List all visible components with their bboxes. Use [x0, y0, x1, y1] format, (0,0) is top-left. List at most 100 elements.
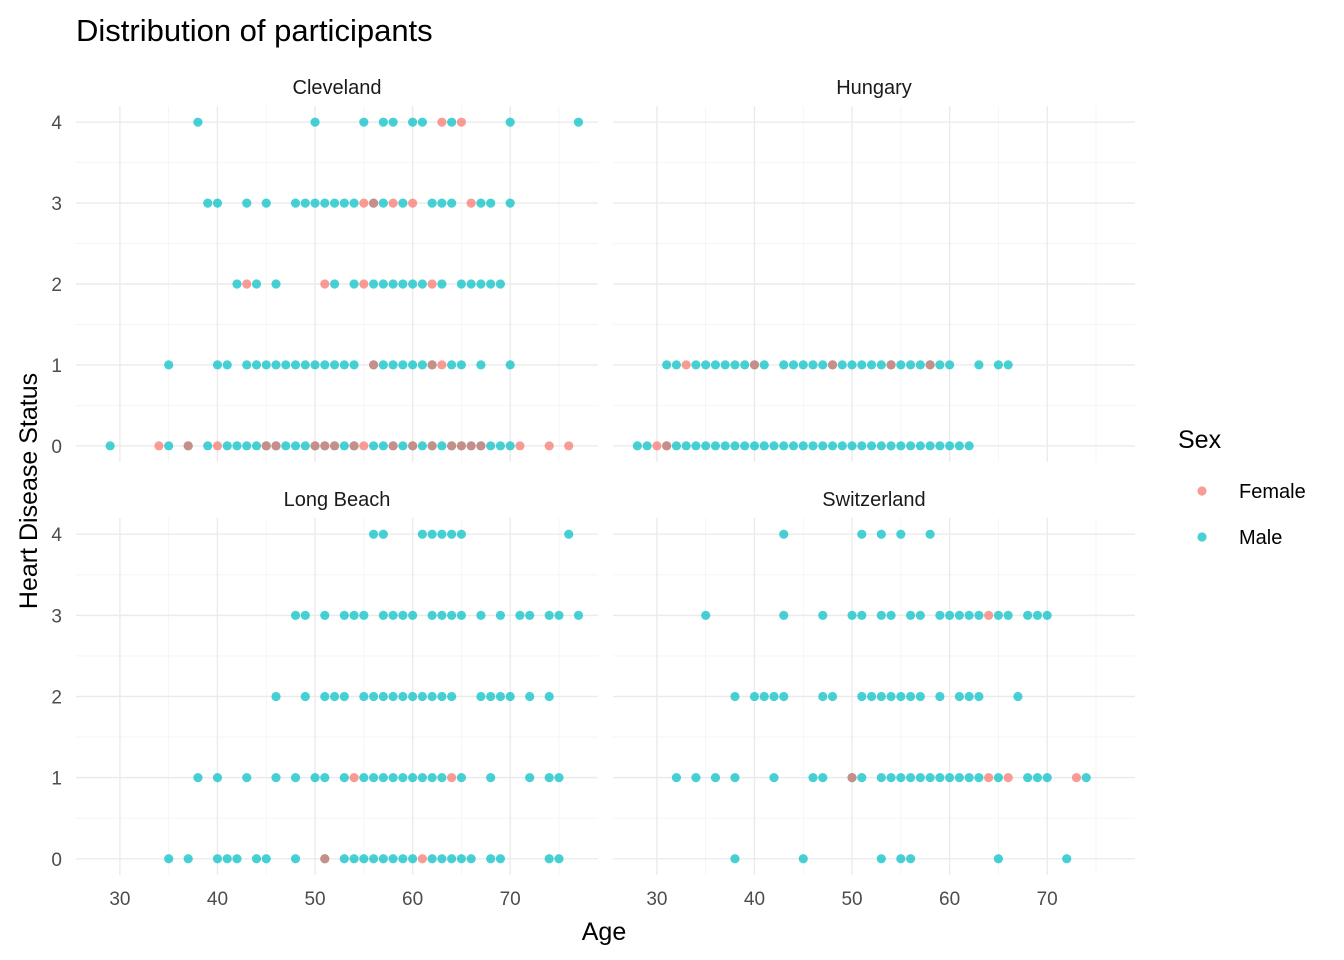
data-point-male [456, 610, 467, 620]
data-point-male [779, 529, 789, 539]
data-point-male [388, 610, 398, 620]
data-point-male [437, 279, 447, 289]
data-point-female [320, 854, 330, 864]
legend-key-female [1197, 486, 1207, 496]
data-point-male [310, 360, 320, 370]
data-point-male [232, 279, 242, 289]
data-point-male [935, 691, 945, 702]
data-point-male [954, 441, 964, 451]
data-point-female [427, 279, 437, 289]
data-point-male [857, 610, 867, 620]
panel-long-beach: Long Beach 0 1 2 3 4 30 40 50 60 70 [51, 489, 598, 910]
data-point-male [368, 854, 379, 864]
data-point-male [798, 854, 808, 864]
data-point-male [290, 441, 301, 451]
data-point-male [398, 198, 408, 208]
data-point-male [749, 441, 760, 451]
data-point-male [505, 691, 515, 702]
data-point-female [427, 441, 437, 451]
data-point-male [788, 441, 799, 451]
data-point-male [1042, 773, 1052, 783]
data-point-male [730, 360, 740, 370]
data-point-male [544, 773, 554, 783]
series-female-switzerland [847, 610, 1082, 783]
data-point-male [730, 441, 740, 451]
data-point-male [329, 279, 340, 289]
data-point-male [925, 441, 935, 451]
data-point-male [945, 360, 955, 370]
data-point-male [905, 854, 916, 864]
data-point-female [320, 279, 330, 289]
data-point-female [447, 441, 457, 451]
data-point-female [652, 441, 662, 451]
data-point-male [339, 773, 349, 783]
data-point-female [388, 198, 398, 208]
data-point-male [368, 441, 379, 451]
data-point-male [505, 441, 515, 451]
data-point-male [827, 441, 838, 451]
series-male-switzerland [671, 529, 1091, 864]
data-point-male [691, 360, 701, 370]
data-point-male [417, 279, 427, 289]
data-point-female [329, 441, 340, 451]
data-point-male [466, 854, 476, 864]
data-point-male [495, 279, 506, 289]
data-point-male [408, 610, 418, 620]
data-point-male [945, 441, 955, 451]
data-point-male [164, 360, 174, 370]
data-point-male [905, 691, 916, 702]
data-point-male [876, 610, 886, 620]
data-point-male [417, 441, 427, 451]
data-point-male [779, 610, 789, 620]
data-point-male [320, 610, 330, 620]
data-point-male [437, 854, 447, 864]
data-point-female [456, 117, 467, 127]
data-point-male [476, 198, 486, 208]
x-tick-label: 70 [500, 889, 521, 910]
data-point-male [486, 691, 496, 702]
data-point-male [310, 198, 320, 208]
data-point-male [915, 360, 925, 370]
data-point-male [212, 360, 223, 370]
data-point-male [974, 610, 984, 620]
data-point-male [437, 610, 447, 620]
data-point-male [954, 691, 964, 702]
data-point-male [1062, 854, 1072, 864]
data-point-male [1032, 773, 1043, 783]
data-point-female [408, 198, 418, 208]
data-point-male [691, 773, 701, 783]
data-point-male [720, 360, 730, 370]
data-point-male [866, 691, 877, 702]
y-axis-title: Heart Disease Status [15, 373, 43, 609]
data-point-male [281, 441, 291, 451]
strip-label-hungary: Hungary [836, 77, 912, 99]
data-point-female [437, 117, 447, 127]
data-point-male [681, 441, 691, 451]
data-point-male [857, 360, 867, 370]
data-point-male [290, 854, 301, 864]
data-point-male [544, 610, 554, 620]
data-point-male [271, 360, 281, 370]
data-point-male [300, 610, 310, 620]
data-point-male [847, 441, 857, 451]
data-point-male [486, 441, 496, 451]
y-tick-label: 0 [51, 850, 62, 871]
data-point-male [437, 691, 447, 702]
data-point-male [876, 773, 886, 783]
panel-hungary: Hungary [613, 77, 1135, 462]
y-tick-label: 4 [51, 525, 62, 546]
data-point-male [915, 441, 925, 451]
data-point-male [915, 773, 925, 783]
data-point-male [505, 117, 515, 127]
data-point-female [271, 441, 281, 451]
data-point-male [408, 279, 418, 289]
data-point-male [837, 441, 847, 451]
chart-title: Distribution of participants [76, 13, 433, 48]
data-point-male [261, 360, 271, 370]
data-point-male [408, 773, 418, 783]
data-point-male [427, 854, 437, 864]
data-point-male [388, 360, 398, 370]
data-point-male [368, 691, 379, 702]
data-point-female [564, 441, 574, 451]
